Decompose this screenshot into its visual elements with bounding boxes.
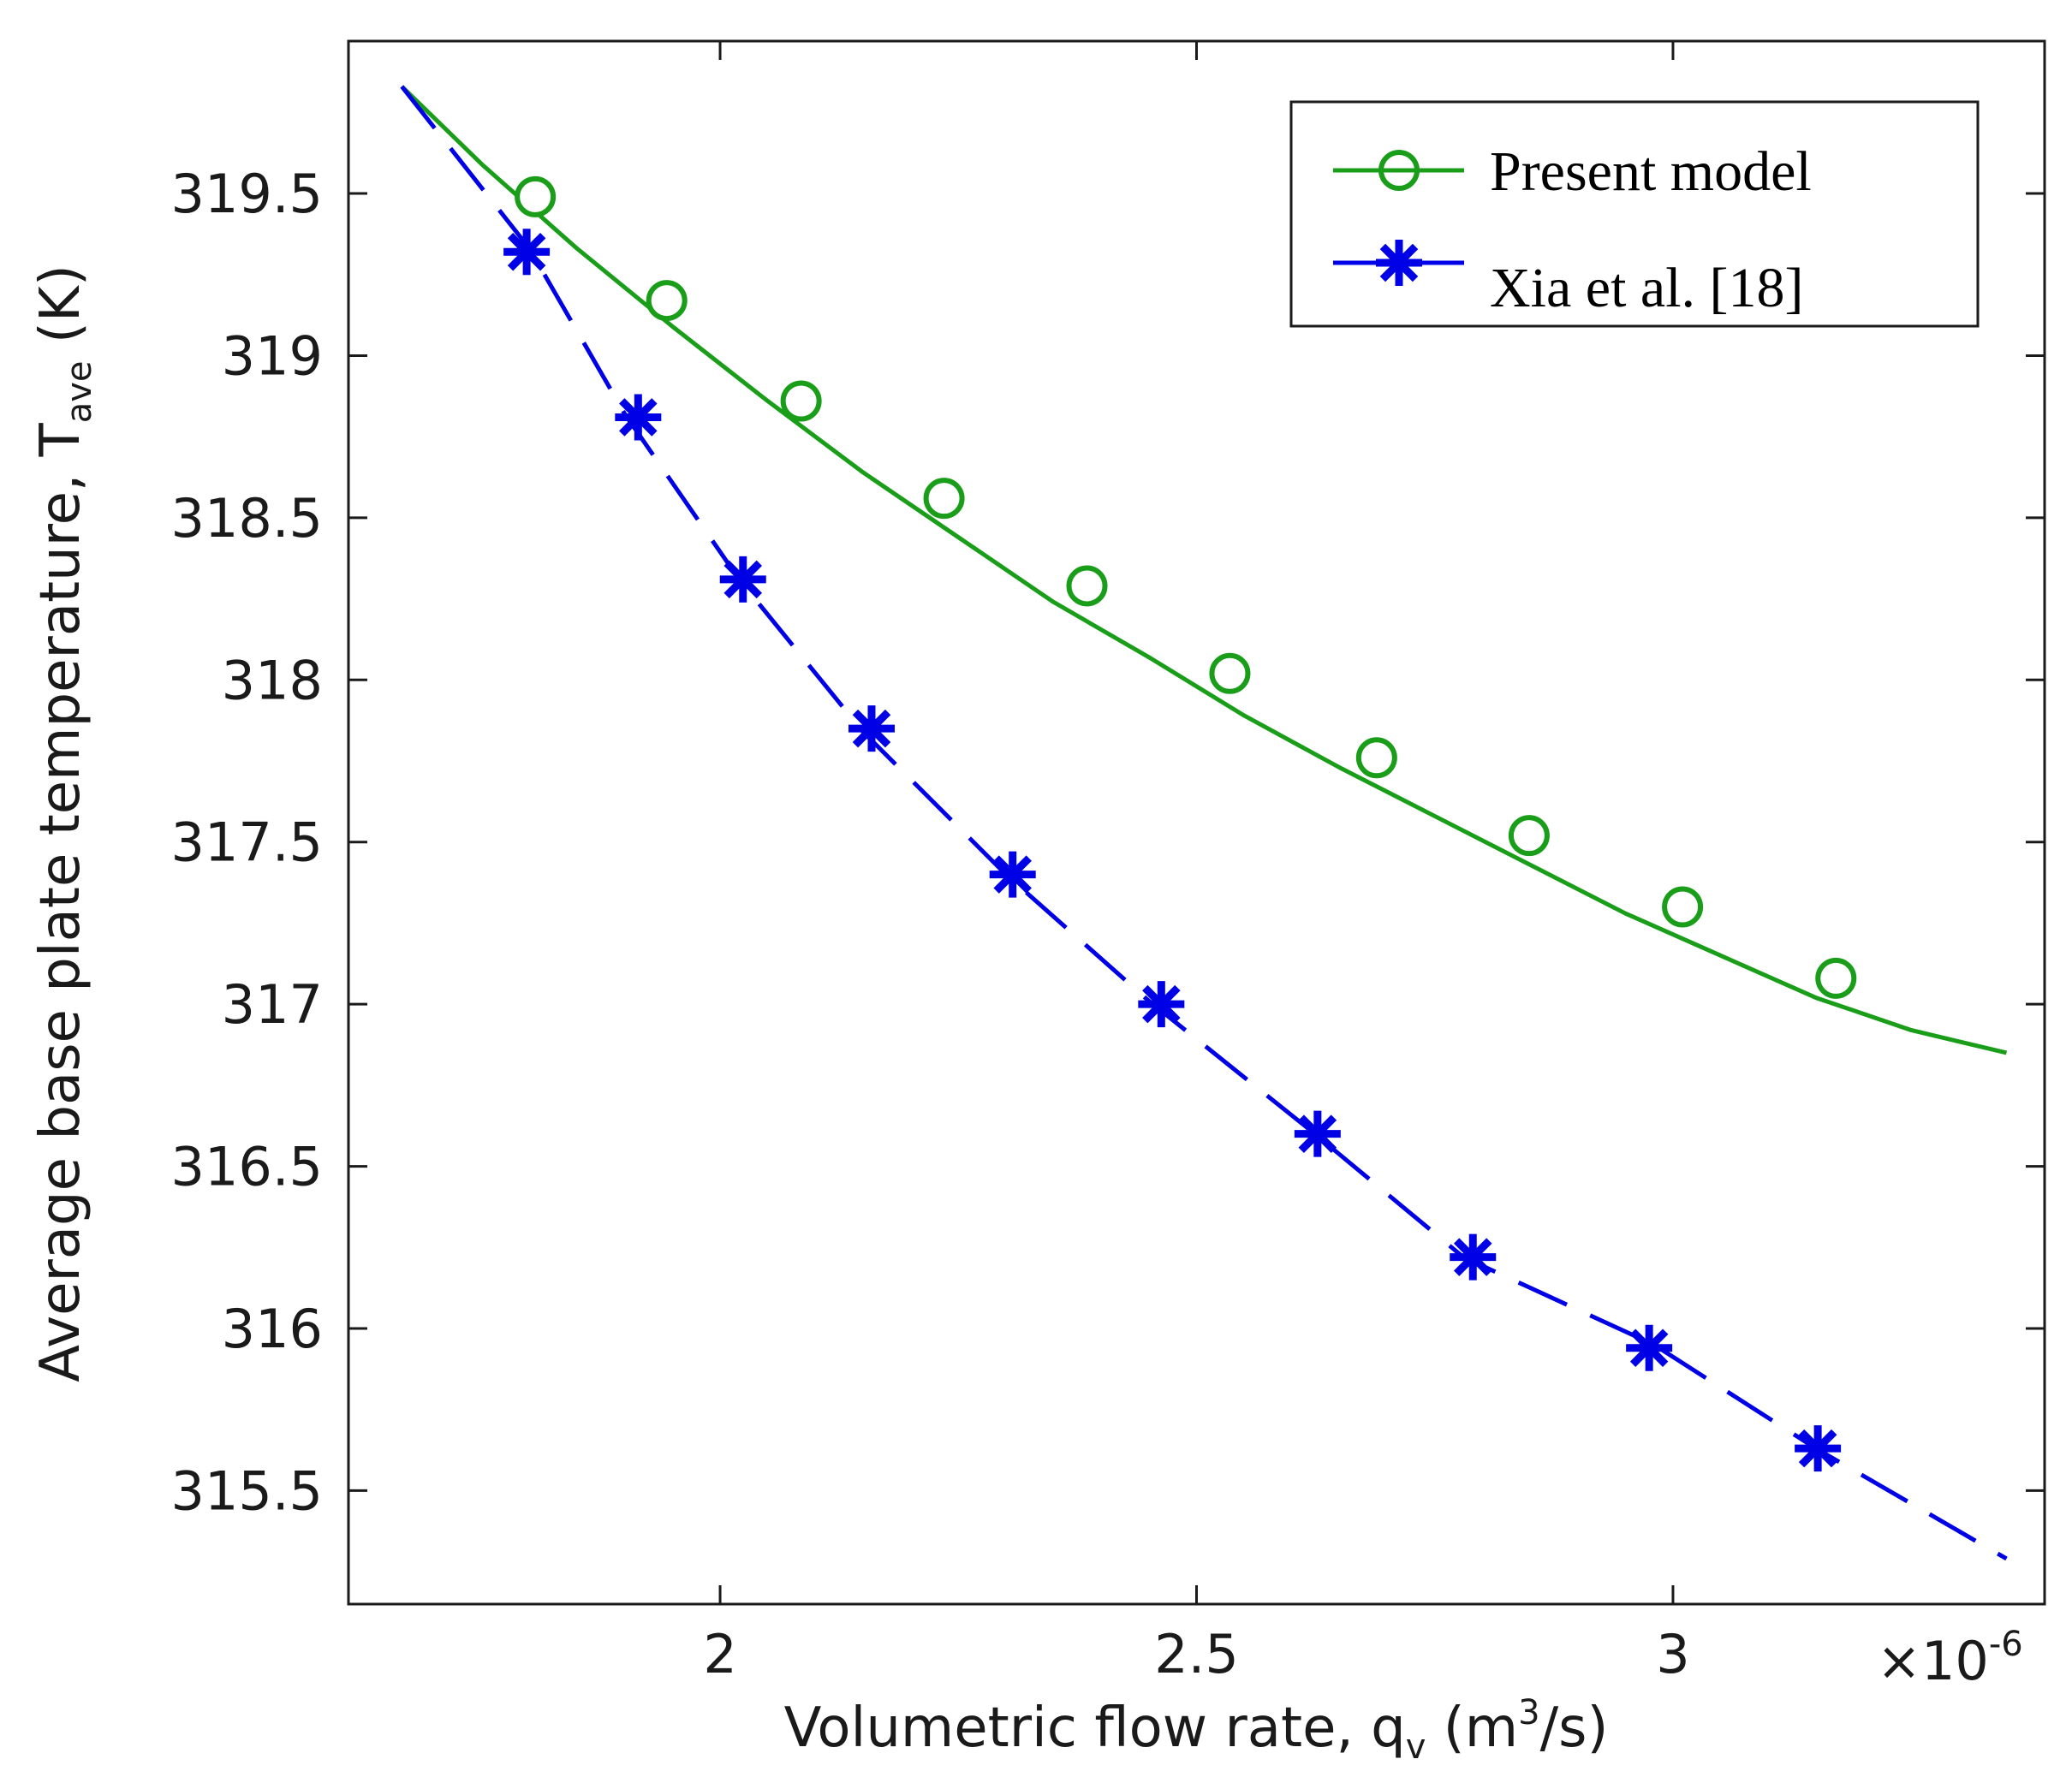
y-tick-label: 316.5 [171, 1136, 324, 1198]
data-point-present-model [1815, 957, 1857, 999]
y-tick-label: 319.5 [171, 163, 324, 225]
legend: Present model Xia et al. [18] [1289, 100, 1980, 328]
data-point-xia [615, 394, 662, 441]
legend-box [1289, 100, 1980, 328]
legend-asterisk-shape [1376, 240, 1422, 286]
y-tick-label: 319 [222, 324, 323, 387]
data-point-present-model [1508, 815, 1550, 857]
y-tick-label: 317.5 [171, 811, 324, 874]
data-point-present-model [923, 478, 965, 520]
data-point-present-model [1066, 565, 1108, 607]
legend-label-present-model: Present model [1490, 140, 1812, 203]
legend-marker-xia [1376, 240, 1422, 286]
y-axis-ticks: 315.5 316 316.5 317 317.5 318 318.5 319 319.5 [171, 163, 2045, 1522]
data-point-xia [1450, 1233, 1497, 1281]
data-point-xia [719, 556, 766, 603]
y-axis-title: Average base plate temperature, Tave (K) [29, 264, 99, 1382]
data-point-xia [848, 705, 895, 752]
x-axis-title: Volumetric flow rate, qv (m3/s) [784, 1693, 1609, 1767]
data-point-xia [1795, 1425, 1842, 1472]
legend-label-xia: Xia et al. [18] [1490, 257, 1804, 319]
data-point-xia [1626, 1324, 1673, 1371]
series-layer [400, 85, 2008, 1561]
x-axis-ticks: 2 2.5 3 [703, 41, 1690, 1685]
data-point-present-model [646, 280, 688, 322]
y-tick-label: 316 [222, 1298, 323, 1360]
data-point-present-model [1662, 886, 1704, 928]
data-point-present-model [1355, 737, 1397, 779]
y-tick-label: 315.5 [171, 1459, 324, 1522]
x-tick-label: 2.5 [1154, 1623, 1239, 1685]
x-axis-multiplier: ×10-6 [1877, 1625, 2023, 1692]
data-point-present-model [780, 380, 822, 422]
legend-marker-present-model [1378, 150, 1420, 191]
x-tick-label: 3 [1656, 1623, 1689, 1685]
data-point-xia [1294, 1110, 1341, 1157]
y-tick-label: 318.5 [171, 487, 324, 550]
series-line-1 [400, 85, 2008, 1561]
y-tick-label: 317 [222, 973, 323, 1036]
data-point-present-model [515, 175, 557, 217]
y-tick-label: 318 [222, 649, 323, 711]
data-point-xia [1138, 981, 1185, 1028]
data-point-xia [989, 851, 1036, 898]
x-tick-label: 2 [703, 1623, 736, 1685]
data-point-xia [503, 229, 551, 276]
data-point-present-model [1209, 652, 1251, 694]
